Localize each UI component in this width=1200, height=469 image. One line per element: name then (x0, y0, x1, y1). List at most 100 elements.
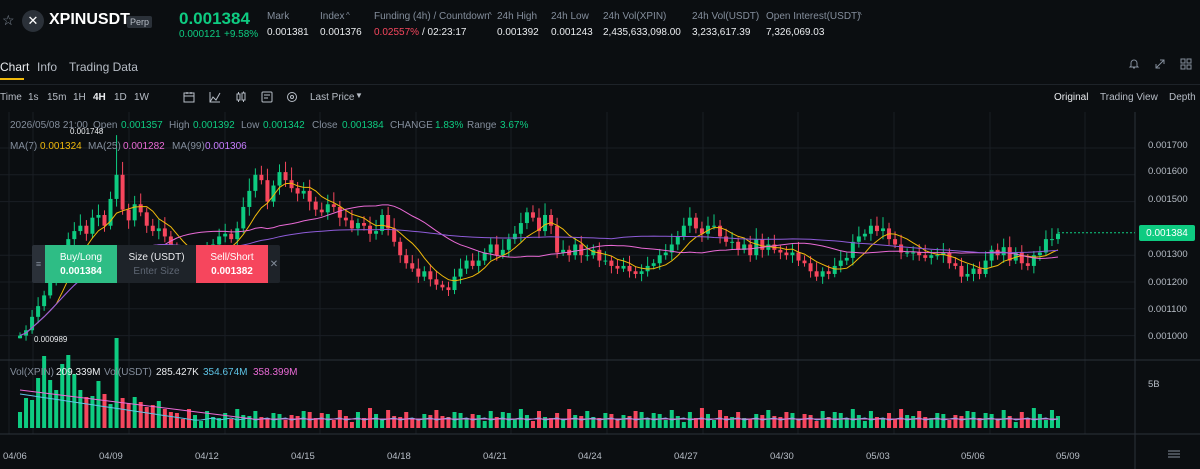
interval-15m[interactable]: 15m (47, 92, 67, 103)
template-icon[interactable] (261, 91, 273, 103)
caret-up-icon[interactable]: ^ (346, 11, 350, 20)
ohlc-range: 3.67% (500, 120, 529, 131)
candle-down (597, 249, 602, 261)
volume-bar-up (543, 417, 548, 428)
candle-down (283, 172, 288, 181)
candle-down (699, 228, 704, 234)
volume-bar-up (18, 412, 22, 428)
ma25-label: MA(25) (88, 141, 121, 152)
candle-down (361, 223, 366, 226)
volume-bar-down (597, 418, 602, 428)
volume-bar-down (977, 418, 982, 428)
candle-up (675, 236, 680, 245)
interval-4h[interactable]: 4H (93, 92, 106, 103)
ohlc-change-label: CHANGE (390, 120, 433, 131)
scale-settings-icon[interactable] (1167, 448, 1181, 460)
candle-down (874, 225, 879, 232)
layout-grid-icon[interactable] (1180, 58, 1192, 70)
volume-bar-up (108, 404, 113, 428)
drag-handle-icon[interactable]: ≡ (32, 245, 45, 283)
candle-type-icon[interactable] (235, 91, 247, 103)
view-trading-view[interactable]: Trading View (1100, 92, 1158, 103)
volume-bar-up (458, 413, 463, 428)
stat-label: 24h Vol(USDT) (692, 11, 760, 22)
tab-trading-data[interactable]: Trading Data (69, 60, 138, 74)
view-depth[interactable]: Depth (1169, 92, 1196, 103)
size-placeholder: Enter Size (133, 265, 180, 277)
candle-up (253, 174, 258, 191)
volume-bar-down (428, 415, 433, 428)
expand-icon[interactable] (1154, 58, 1166, 70)
candle-up (989, 249, 994, 261)
candle-up (223, 233, 228, 237)
candle-up (935, 255, 940, 257)
candle-up (838, 260, 843, 266)
buy-long-button[interactable]: Buy/Long 0.001384 (45, 245, 117, 283)
candle-down (736, 241, 741, 250)
candle-up (132, 204, 137, 221)
candle-up (983, 260, 988, 274)
candle-up (518, 223, 523, 234)
candle-up (850, 241, 855, 258)
volume-bar-up (573, 415, 578, 428)
settings-icon[interactable] (286, 91, 298, 103)
volume-bar-down (138, 402, 143, 428)
ohlc-low-label: Low (241, 120, 260, 131)
candle-down (947, 252, 952, 264)
candle-up (500, 249, 505, 256)
candle-up (482, 252, 487, 261)
volume-bar-up (971, 412, 976, 428)
candle-down (410, 263, 415, 269)
favorite-star-icon[interactable]: ☆ (2, 12, 15, 28)
symbol-name[interactable]: XPINUSDT (49, 11, 130, 28)
candle-up (217, 236, 222, 245)
vol-ma1: 354.674M (203, 367, 248, 378)
candle-up (78, 225, 83, 232)
buy-long-price: 0.001384 (60, 265, 102, 277)
volume-bar-up (247, 416, 252, 428)
candle-up (573, 244, 578, 256)
volume-bar-up (621, 415, 626, 428)
volume-bar-down (784, 412, 789, 428)
volume-bar-up (862, 421, 867, 428)
interval-1s[interactable]: 1s (28, 92, 39, 103)
volume-bar-up (48, 380, 53, 428)
volume-bar-down (615, 420, 620, 428)
interval-1w[interactable]: 1W (134, 92, 149, 103)
volume-bar-down (120, 398, 125, 428)
candle-down (319, 209, 324, 213)
caret-up-icon[interactable]: ^ (858, 11, 862, 20)
tab-chart[interactable]: Chart (0, 60, 30, 74)
buy-long-label: Buy/Long (59, 251, 103, 263)
candle-up (36, 306, 41, 317)
interval-1h[interactable]: 1H (73, 92, 86, 103)
candle-up (663, 252, 668, 256)
volume-bar-down (289, 415, 294, 428)
price-chart[interactable] (0, 112, 1200, 469)
candle-up (868, 225, 873, 234)
tab-info[interactable]: Info (37, 60, 58, 74)
xpin-logo-icon: ✕ (22, 10, 44, 32)
size-input[interactable]: Size (USDT) Enter Size (117, 245, 196, 283)
bell-icon[interactable] (1128, 58, 1140, 70)
candle-down (609, 260, 614, 266)
chevron-down-icon[interactable]: ▼ (355, 91, 363, 100)
ma7-value: 0.001324 (40, 141, 82, 152)
volume-bar-down (953, 415, 958, 428)
candle-down (977, 268, 982, 274)
volume-bar-up (235, 409, 240, 428)
candle-up (905, 252, 910, 254)
candle-down (615, 265, 620, 269)
sell-short-button[interactable]: Sell/Short 0.001382 (196, 245, 268, 283)
interval-time[interactable]: Time (0, 92, 22, 103)
caret-up-icon[interactable]: ^ (488, 11, 492, 20)
volume-bar-down (772, 416, 777, 428)
price-type-dropdown[interactable]: Last Price (310, 92, 355, 103)
volume-bar-up (941, 414, 946, 428)
volume-bar-up (241, 415, 246, 428)
interval-1d[interactable]: 1D (114, 92, 127, 103)
view-original[interactable]: Original (1054, 92, 1089, 103)
indicators-icon[interactable] (209, 91, 221, 103)
calendar-icon[interactable] (183, 91, 195, 103)
close-icon[interactable]: ✕ (268, 245, 280, 283)
